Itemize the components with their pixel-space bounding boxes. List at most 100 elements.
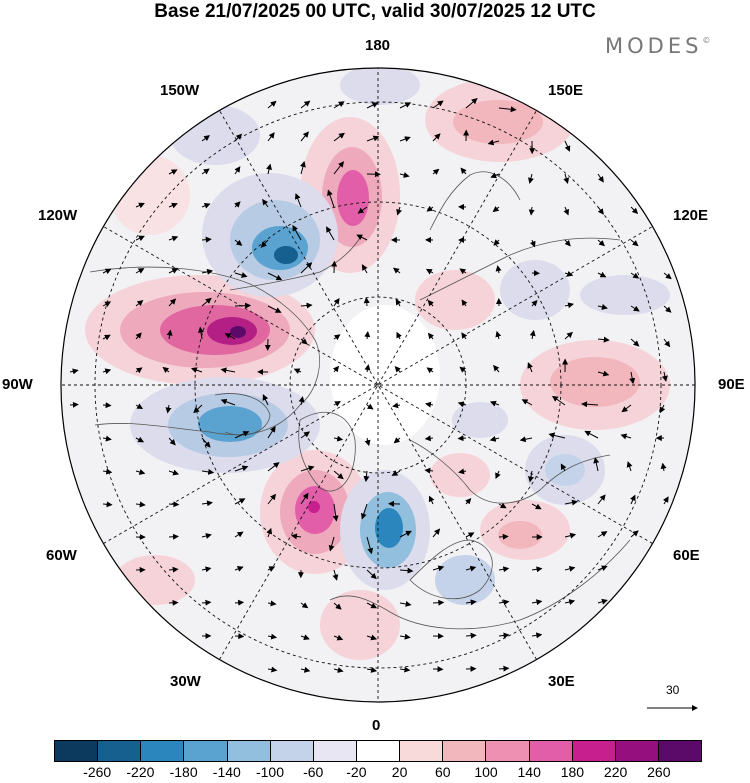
wind-vector-arrow bbox=[162, 366, 170, 373]
wind-vector-arrow bbox=[267, 493, 277, 505]
wind-vector-arrow bbox=[564, 532, 577, 539]
wind-vector-arrow bbox=[166, 329, 173, 340]
wind-vector-arrow bbox=[300, 302, 313, 309]
wind-vector-arrow bbox=[465, 532, 475, 538]
wind-vector-arrow bbox=[465, 98, 478, 109]
lon-label-120e: 120E bbox=[673, 207, 709, 224]
lon-label-30e: 30E bbox=[548, 673, 575, 690]
wind-vector-arrow bbox=[266, 163, 272, 175]
wind-vector-arrow bbox=[234, 599, 245, 606]
wind-vector-arrow bbox=[333, 667, 344, 673]
wind-vector-arrow bbox=[493, 239, 500, 246]
wind-vector-arrow bbox=[394, 366, 401, 373]
coastline-greenland bbox=[298, 412, 356, 492]
wind-vector-arrow bbox=[399, 172, 410, 178]
anomaly-negative bbox=[500, 260, 570, 320]
wind-vector-arrow bbox=[399, 136, 411, 142]
wind-vector-arrow bbox=[300, 634, 310, 640]
wind-vector-arrow bbox=[224, 333, 236, 340]
wind-vector-arrow bbox=[168, 599, 179, 606]
wind-vector-arrow bbox=[498, 632, 510, 639]
wind-vector-arrow bbox=[498, 665, 510, 672]
wind-vector-arrow bbox=[593, 457, 600, 472]
wind-vector-arrow bbox=[395, 298, 402, 307]
meridian bbox=[213, 100, 543, 670]
wind-vector-arrow bbox=[391, 470, 401, 476]
wind-vector-arrow bbox=[424, 467, 434, 474]
wind-vector-arrow bbox=[597, 370, 610, 377]
anomaly-negative bbox=[375, 508, 403, 548]
wind-vector-arrow bbox=[630, 239, 639, 247]
wind-vector-arrow bbox=[529, 239, 536, 248]
wind-vector-arrow bbox=[267, 600, 277, 607]
wind-vector-arrow bbox=[465, 599, 477, 606]
anomaly-negative bbox=[198, 406, 262, 442]
lon-label-90e: 90E bbox=[718, 376, 745, 393]
wind-vector-arrow bbox=[458, 468, 467, 475]
wind-vector-arrow bbox=[392, 402, 401, 409]
wind-vector-arrow bbox=[300, 602, 309, 609]
wind-vector-arrow bbox=[393, 267, 401, 274]
wind-vector-arrow bbox=[487, 139, 500, 146]
wind-vector-arrow bbox=[428, 495, 435, 505]
wind-vector-arrow bbox=[201, 203, 211, 209]
colorbar-tick-label: 220 bbox=[603, 764, 628, 780]
wind-vector-arrow bbox=[492, 206, 500, 213]
wind-vector-arrow bbox=[498, 502, 507, 509]
wind-vector-arrow bbox=[461, 299, 468, 307]
colorbar-swatch bbox=[97, 741, 141, 761]
anomaly-positive bbox=[453, 100, 543, 144]
wind-vector-arrow bbox=[201, 168, 210, 175]
wind-vector-arrow bbox=[630, 305, 640, 312]
polar-neutral-area bbox=[330, 305, 440, 445]
wind-vector-arrow bbox=[168, 298, 177, 307]
wind-vector-arrow bbox=[168, 268, 179, 274]
wind-vector-arrow bbox=[168, 437, 176, 446]
wind-vector-arrow bbox=[366, 634, 378, 641]
colorbar-swatch bbox=[269, 741, 313, 761]
wind-vector-arrow bbox=[201, 533, 212, 539]
wind-vector-arrow bbox=[493, 364, 500, 373]
wind-vector-arrow bbox=[663, 305, 672, 313]
anomaly-positive bbox=[308, 501, 320, 513]
colorbar-tick-label: 20 bbox=[391, 764, 408, 780]
wind-vector-arrow bbox=[201, 468, 215, 475]
colorbar-swatch bbox=[399, 741, 443, 761]
wind-vector-arrow bbox=[597, 173, 604, 183]
wind-vector-arrow bbox=[262, 394, 269, 406]
wind-vector-arrow bbox=[135, 403, 144, 409]
wind-vector-arrow bbox=[396, 206, 402, 216]
colorbar-swatch bbox=[614, 741, 658, 761]
wind-vector-arrow bbox=[597, 336, 610, 343]
wind-vector-arrow bbox=[432, 133, 441, 142]
wind-vector-arrow bbox=[292, 224, 302, 241]
wind-vector-arrow bbox=[498, 106, 517, 113]
wind-vector-arrow bbox=[626, 461, 633, 472]
wind-vector-arrow bbox=[457, 401, 467, 408]
wind-vector-arrow bbox=[300, 262, 313, 274]
wind-vector-arrow bbox=[581, 401, 599, 408]
wind-vector-arrow bbox=[168, 501, 180, 508]
reference-vector-label: 30 bbox=[666, 683, 680, 697]
wind-vector-arrow bbox=[262, 198, 269, 208]
wind-vector-arrow bbox=[135, 235, 145, 242]
wind-vector-arrow bbox=[193, 404, 203, 414]
wind-vector-arrow bbox=[432, 565, 445, 572]
meridian bbox=[213, 100, 543, 670]
wind-vector-arrow bbox=[267, 426, 276, 439]
wind-vector-arrow bbox=[621, 404, 632, 413]
wind-vector-arrow bbox=[201, 268, 214, 275]
wind-vector-arrow bbox=[267, 566, 276, 572]
wind-vector-arrow bbox=[201, 437, 211, 448]
wind-vector-arrow bbox=[597, 304, 608, 310]
wind-vector-arrow bbox=[457, 435, 467, 442]
wind-vector-arrow bbox=[168, 533, 179, 540]
wind-vector-arrow bbox=[201, 236, 212, 243]
wind-vector-arrow bbox=[564, 270, 574, 277]
wind-vector-arrow bbox=[291, 533, 302, 540]
wind-vector-arrow bbox=[201, 566, 212, 573]
colorbar-swatch bbox=[55, 741, 98, 761]
wind-vector-arrow bbox=[333, 634, 344, 641]
coastline-siberia bbox=[419, 237, 621, 301]
wind-vector-arrow bbox=[432, 100, 444, 109]
